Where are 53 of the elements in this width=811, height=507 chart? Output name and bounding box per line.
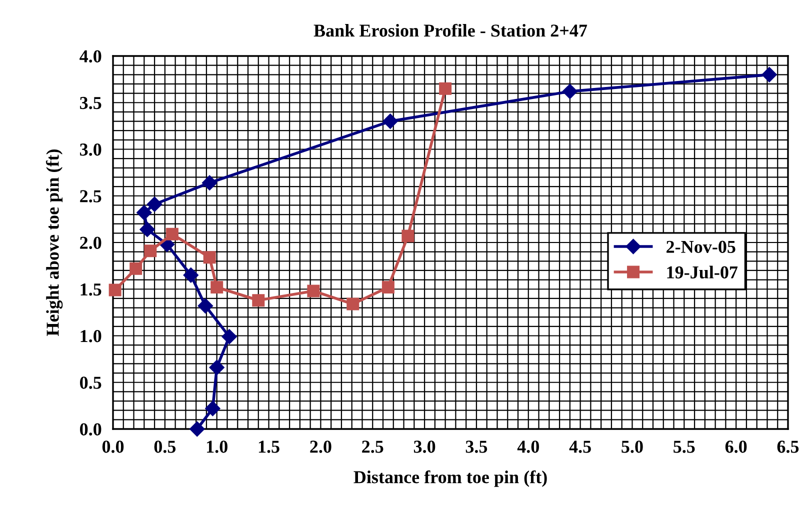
x-tick-label: 1.0 [207,440,228,453]
y-tick-label: 2.0 [80,236,102,250]
point [382,114,398,129]
y-tick-label: 3.0 [80,144,102,156]
y-tick-label: 0.5 [80,376,102,389]
x-tick-label: 3.5 [466,440,488,453]
y-tick-label: 0.0 [80,423,102,436]
point [402,230,414,242]
point [203,251,216,264]
point [140,222,155,238]
x-tick-label: 3.0 [414,440,436,453]
x-tick-label: 5.0 [622,440,643,453]
x-tick-label: 4.5 [569,440,591,453]
x-tick-label: 2.0 [310,440,332,453]
x-tick-label: 6.5 [777,440,799,453]
x-tick-label: 5.5 [674,440,695,453]
y-axis-title: Height above toe pin (ft) [46,150,63,336]
point [209,360,224,376]
point [202,175,218,190]
x-tick-label: 0.5 [154,440,176,453]
point [136,205,152,220]
y-tick-label: 2.5 [80,190,102,202]
x-tick-label: 6.0 [725,440,747,453]
point [382,281,394,294]
point [146,196,162,212]
x-tick-label: 1.5 [258,440,280,453]
point [210,281,224,294]
legend-label: 2-Nov-05 [666,240,736,253]
point [307,284,320,298]
point [762,67,777,82]
point [144,244,157,258]
point [562,84,578,100]
y-tick-label: 1.5 [80,283,102,296]
point [252,294,265,307]
y-tick-label: 1.0 [80,330,102,342]
x-tick-label: 4.0 [517,440,539,453]
point [190,421,205,437]
point [439,82,452,95]
point [346,298,360,310]
y-tick-label: 4.0 [80,50,102,63]
point [205,400,220,416]
x-tick-label: 2.5 [362,440,384,453]
y-tick-label: 3.5 [80,96,102,110]
legend-label: 19-Jul-07 [667,266,738,279]
chart-title: Bank Erosion Profile - Station 2+47 [314,24,588,37]
point [222,329,237,344]
x-axis-title: Distance from toe pin (ft) [354,470,547,487]
point [108,284,122,296]
x-tick-label: 0.0 [102,440,124,453]
point [130,262,142,275]
point [183,268,198,283]
point [198,298,213,314]
point [166,228,178,240]
